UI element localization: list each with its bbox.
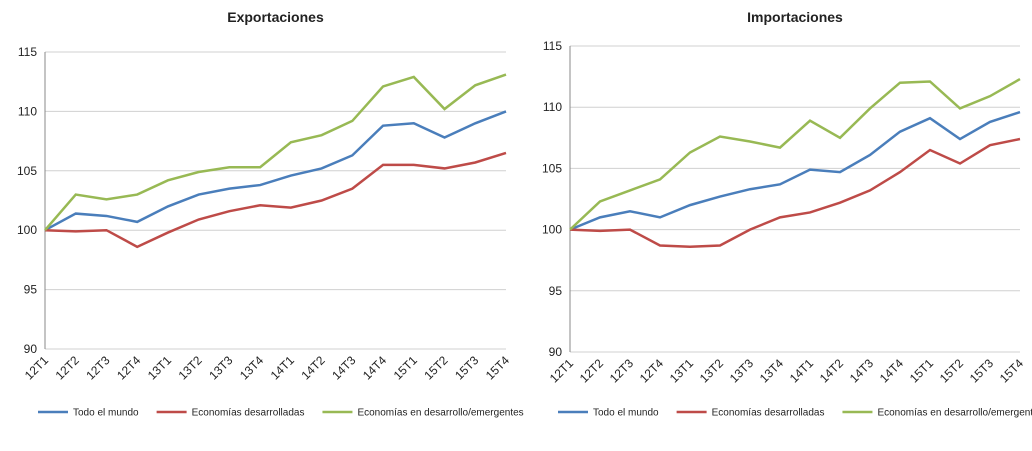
x-tick-label: 15T1 — [391, 353, 420, 382]
legend-label: Todo el mundo — [73, 408, 139, 419]
line-series — [569, 77, 1021, 231]
legend-label: Economías en desarrollo/emergentes — [877, 408, 1032, 419]
x-tick-label: 13T1 — [145, 353, 174, 382]
y-tick-label: 100 — [17, 223, 37, 237]
x-tick-label: 14T3 — [847, 356, 876, 385]
x-tick-label: 15T2 — [421, 353, 450, 382]
x-tick-label: 14T4 — [360, 353, 389, 382]
x-tick-label: 13T4 — [237, 353, 266, 382]
legend-label: Economías en desarrollo/emergentes — [357, 408, 523, 419]
x-tick-label: 12T3 — [607, 356, 636, 385]
y-tick-label: 100 — [542, 223, 562, 237]
y-tick-label: 95 — [24, 283, 38, 297]
x-tick-label: 12T1 — [22, 353, 51, 382]
x-tick-label: 12T2 — [53, 353, 82, 382]
x-tick-label: 13T3 — [727, 356, 756, 385]
line-series — [569, 137, 1021, 248]
chart-title: Importaciones — [747, 9, 843, 25]
chart-title: Exportaciones — [227, 9, 324, 25]
y-tick-label: 115 — [18, 45, 37, 59]
x-tick-label: 15T4 — [483, 353, 512, 382]
x-tick-label: 13T3 — [206, 353, 235, 382]
y-tick-label: 95 — [549, 284, 563, 298]
y-tick-label: 90 — [24, 342, 38, 356]
x-tick-label: 14T4 — [877, 356, 906, 385]
line-series — [569, 110, 1021, 231]
x-tick-label: 14T1 — [787, 356, 816, 385]
x-tick-label: 15T1 — [907, 356, 936, 385]
x-tick-label: 15T3 — [967, 356, 996, 385]
x-tick-label: 15T2 — [937, 356, 966, 385]
x-tick-label: 13T2 — [176, 353, 205, 382]
x-tick-label: 12T1 — [547, 356, 576, 385]
y-tick-label: 110 — [18, 104, 37, 118]
x-tick-label: 15T4 — [997, 356, 1026, 385]
x-tick-label: 14T1 — [268, 353, 297, 382]
x-tick-label: 14T2 — [817, 356, 846, 385]
y-tick-label: 110 — [543, 100, 562, 114]
y-tick-label: 90 — [549, 345, 563, 359]
y-tick-label: 105 — [17, 164, 37, 178]
x-tick-label: 12T4 — [114, 353, 143, 382]
x-tick-label: 14T3 — [329, 353, 358, 382]
x-tick-label: 12T3 — [83, 353, 112, 382]
y-tick-label: 105 — [542, 161, 562, 175]
x-tick-label: 12T4 — [637, 356, 666, 385]
line-series — [44, 110, 507, 232]
x-tick-label: 14T2 — [298, 353, 327, 382]
legend-label: Todo el mundo — [593, 408, 659, 419]
line-series — [44, 151, 507, 249]
legend-label: Economías desarrolladas — [712, 408, 825, 419]
x-tick-label: 15T3 — [452, 353, 481, 382]
line-series — [44, 73, 507, 232]
x-tick-label: 13T1 — [667, 356, 696, 385]
x-tick-label: 12T2 — [577, 356, 606, 385]
x-tick-label: 13T2 — [697, 356, 726, 385]
x-tick-label: 13T4 — [757, 356, 786, 385]
y-tick-label: 115 — [543, 39, 562, 53]
legend-label: Economías desarrolladas — [192, 408, 305, 419]
